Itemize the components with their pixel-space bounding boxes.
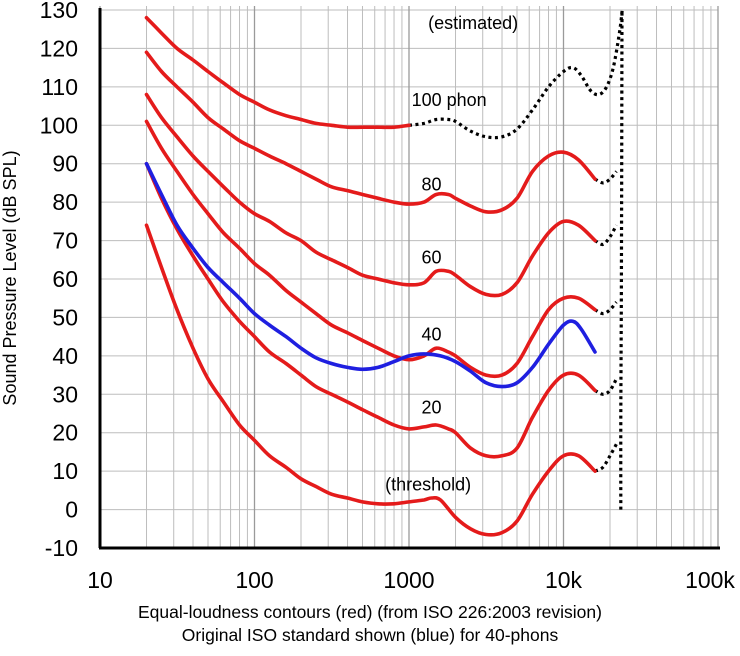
x-tick-label: 100 (235, 567, 273, 593)
y-tick-label: -10 (45, 535, 78, 561)
curve-label-20: 20 (422, 398, 442, 418)
caption-line-1: Equal-loudness contours (red) (from ISO … (138, 602, 602, 622)
x-tick-labels: 10 100 1000 10k 100k (87, 567, 735, 593)
y-tick-label: 90 (52, 151, 78, 177)
curve-label-60: 60 (422, 248, 442, 268)
estimated-extension-80 (594, 170, 618, 185)
curve-label-estimated: (estimated) (428, 13, 518, 33)
contour-line-100-phon (144, 15, 411, 130)
y-tick-label: 80 (52, 189, 78, 215)
curve-label-80: 80 (422, 175, 442, 195)
y-tick-label: 40 (52, 343, 78, 369)
y-tick-label: 30 (52, 381, 78, 407)
y-tick-label: 20 (52, 420, 78, 446)
estimated-extension-60 (594, 224, 618, 247)
contour-line-threshold (144, 223, 597, 537)
x-tick-label: 100k (685, 567, 735, 593)
y-tick-label: 70 (52, 228, 78, 254)
original-iso-40-phon-line (144, 161, 597, 389)
y-tick-label: 100 (40, 112, 78, 138)
axes (98, 8, 720, 550)
y-tick-label: 60 (52, 266, 78, 292)
caption-line-2: Original ISO standard shown (blue) for 4… (181, 625, 559, 645)
y-tick-label: 130 (40, 0, 78, 23)
x-tick-label: 10 (87, 567, 113, 593)
curve-label-100-phon: 100 phon (412, 90, 487, 110)
estimated-boundary-line (619, 9, 624, 510)
estimated-extension-20 (594, 378, 618, 396)
curves-layer (144, 9, 624, 537)
y-tick-label: 10 (52, 458, 78, 484)
estimated-extension-100-phon (408, 9, 624, 140)
contour-line-60 (144, 92, 597, 298)
contour-line-80 (144, 50, 597, 214)
x-tick-label: 10k (545, 567, 583, 593)
estimated-extension-threshold (594, 443, 618, 473)
contour-line-20 (144, 161, 597, 459)
y-tick-label: 110 (41, 74, 78, 100)
x-tick-label: 1000 (383, 567, 434, 593)
contour-line-40 (144, 119, 597, 379)
y-tick-label: 120 (40, 35, 78, 61)
curve-label-threshold: (threshold) (385, 474, 471, 494)
y-tick-label: 50 (52, 304, 78, 330)
curve-label-40: 40 (422, 324, 442, 344)
estimated-extension-40 (594, 301, 618, 316)
y-axis-label: Sound Pressure Level (dB SPL) (0, 150, 20, 405)
y-tick-label: 0 (65, 497, 78, 523)
curve-labels: (threshold) 20 40 60 80 100 phon (estimated) (385, 13, 518, 494)
